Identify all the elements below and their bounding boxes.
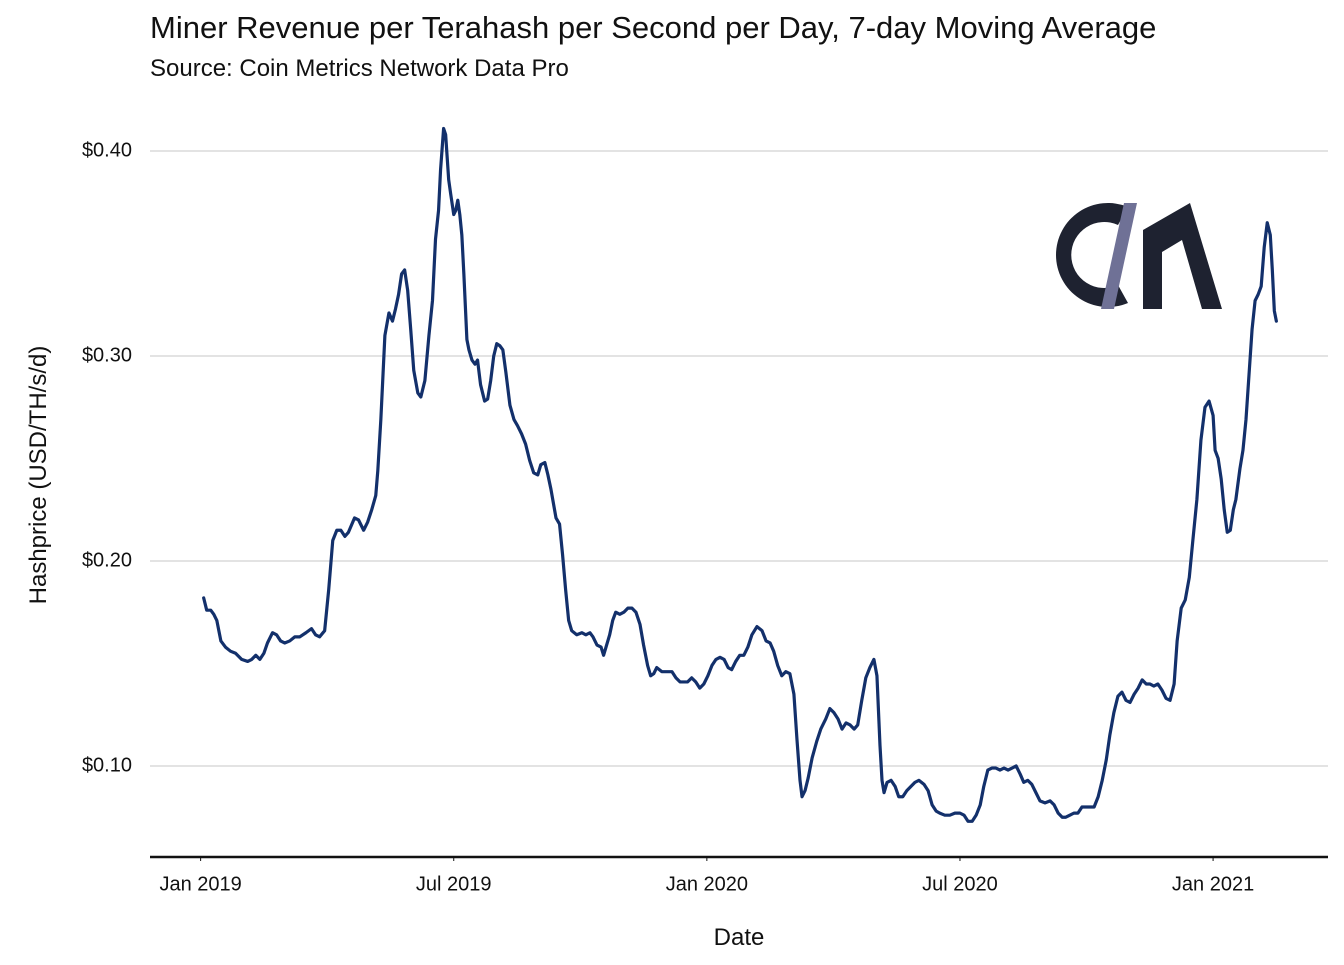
x-tick-label: Jan 2021 [1172, 873, 1254, 895]
x-tick-label: Jul 2019 [416, 873, 492, 895]
x-tick-label: Jul 2020 [922, 873, 998, 895]
chart-title: Miner Revenue per Terahash per Second pe… [150, 10, 1156, 45]
y-tick-label: $0.40 [82, 139, 132, 161]
x-tick-label: Jan 2019 [159, 873, 241, 895]
logo-slash [1101, 203, 1137, 309]
logo-c [1056, 203, 1128, 307]
grid [150, 149, 1328, 767]
logo-m [1143, 203, 1222, 309]
y-tick-label: $0.10 [82, 754, 132, 776]
y-tick-label: $0.30 [82, 344, 132, 366]
logo [1056, 203, 1222, 309]
y-axis-label: Hashprice (USD/TH/s/d) [25, 346, 52, 605]
data-line [202, 126, 1278, 823]
y-tick-label: $0.20 [82, 549, 132, 571]
chart-subtitle: Source: Coin Metrics Network Data Pro [150, 55, 569, 82]
x-axis-label: Date [714, 924, 765, 951]
x-tick-label: Jan 2020 [666, 873, 748, 895]
